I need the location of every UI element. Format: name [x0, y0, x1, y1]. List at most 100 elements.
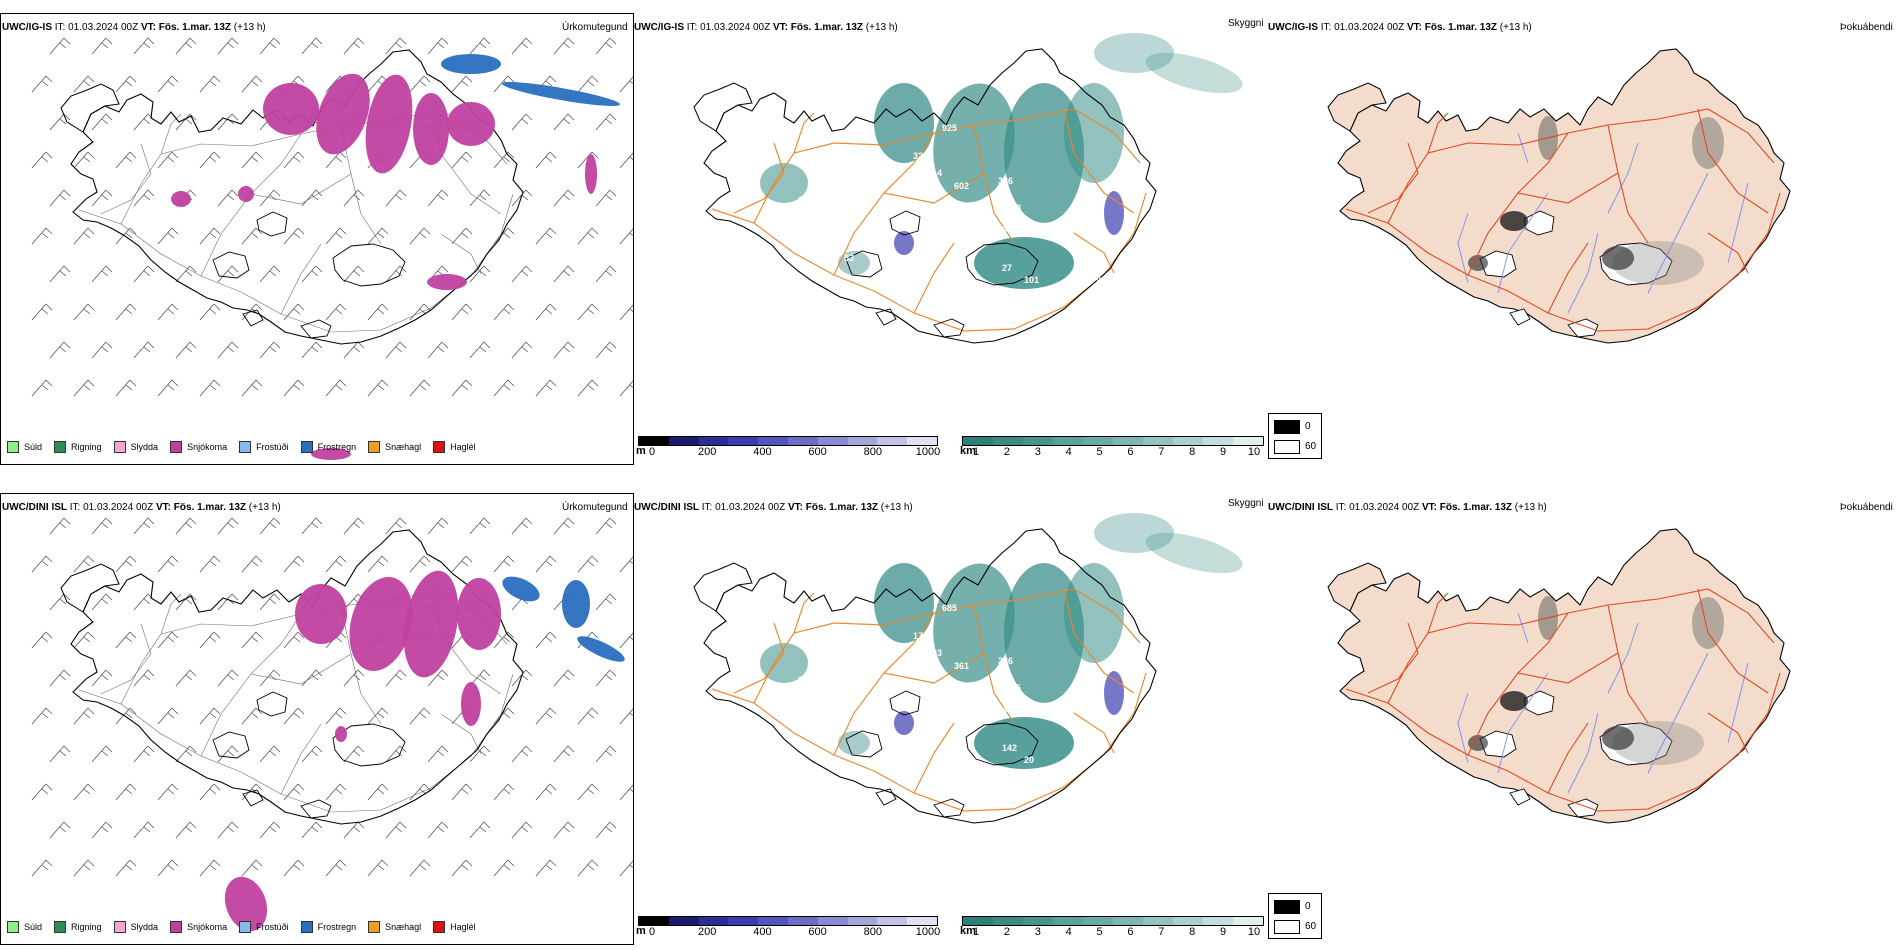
- model-name: UWC/DINI ISL: [2, 502, 67, 513]
- legend-item: Snjókoma: [170, 921, 227, 933]
- iceland-outline: [60, 49, 524, 345]
- model-name: UWC/IG-IS: [1268, 22, 1318, 33]
- vt-value: Fös. 1.mar. 13Z: [805, 502, 879, 513]
- visibility-label: 925: [942, 123, 957, 133]
- legend-swatch: [368, 441, 381, 453]
- visibility-label: 142: [1002, 743, 1017, 753]
- lead-time: (+13 h): [1514, 502, 1547, 513]
- legend-item: Frostregn: [300, 441, 356, 453]
- legend-label: Snjókoma: [187, 922, 228, 932]
- visibility-label: 174: [913, 631, 928, 641]
- colorbar-tick: 400: [753, 446, 772, 458]
- it-label: IT:: [1320, 22, 1332, 33]
- legend-label: Súld: [24, 922, 43, 932]
- visibility-label: 205: [1080, 251, 1095, 261]
- legend-item: Súld: [7, 921, 42, 933]
- it-value: 01.03.2024 00Z: [700, 22, 771, 33]
- colorbar-unit: m: [636, 445, 646, 457]
- legend-swatch: [113, 441, 126, 453]
- colorbar-tick: 3: [1034, 446, 1041, 458]
- vt-value: Fös. 1.mar. 13Z: [1439, 502, 1513, 513]
- colorbar-strip: [962, 436, 1264, 446]
- legend-item: Haglél: [433, 441, 476, 453]
- legend-swatch: [300, 921, 313, 933]
- visibility-labels: 925 321 814 508 602 386 237 238 229 156 109 27 101 20…: [798, 123, 1169, 285]
- visibility-label: 361: [954, 661, 969, 671]
- colorbar-tick: 10: [1247, 446, 1261, 458]
- legend-label: Haglél: [450, 922, 476, 932]
- colorbar-tick: 1: [972, 926, 980, 938]
- legend-swatch: [113, 921, 126, 933]
- visibility-label: 231: [798, 675, 813, 685]
- run-header-row1c: UWC/IG-IS IT: 01.03.2024 00Z VT: Fös. 1.…: [1268, 22, 1532, 33]
- colorbar-unit: km: [960, 445, 976, 457]
- legend-item: Frostregn: [300, 921, 356, 933]
- legend-label: Súld: [24, 442, 43, 452]
- visibility-label: 226: [998, 656, 1013, 666]
- precip-type-panel-row1: Súld Rigning Slydda Snjókoma Frostúði Frostre…: [0, 13, 634, 465]
- visibility-label: 101: [1024, 275, 1039, 285]
- legend-swatch: [54, 441, 67, 453]
- visibility-panel-row1: 925 321 814 508 602 386 237 238 229 156 109 27 101 20…: [634, 13, 1266, 463]
- visibility-label: 602: [954, 181, 969, 191]
- legend-item: Frostúði: [239, 921, 289, 933]
- legend-swatch: [7, 441, 19, 453]
- colorbar-tick: 600: [808, 446, 827, 458]
- legend-swatch: [300, 441, 313, 453]
- vt-label: VT:: [1406, 22, 1422, 33]
- legend-swatch: [170, 921, 183, 933]
- colorbar-tick: 5: [1096, 926, 1103, 938]
- legend-label: Snjókoma: [187, 442, 228, 452]
- colorbar-tick: 3: [1034, 926, 1041, 938]
- visibility-label: 232: [918, 683, 933, 693]
- model-name: UWC/DINI ISL: [1268, 502, 1333, 513]
- legend-label: Snæhagl: [385, 922, 422, 932]
- vt-label: VT:: [155, 502, 171, 513]
- panel-title-fog-row1: Þokuábendi: [1840, 22, 1893, 33]
- iceland-outline: [693, 528, 1157, 824]
- visibility-label: 238: [1006, 203, 1021, 213]
- fog-legend-row1: 0 60: [1268, 413, 1322, 459]
- visibility-label: 814: [927, 168, 942, 178]
- colorbar-tick: 4: [1065, 446, 1072, 458]
- colorbar-tick: 8: [1189, 926, 1196, 938]
- precip-type-panel-row2: Súld Rigning Slydda Snjókoma Frostúði Frostre…: [0, 493, 634, 945]
- visibility-map-row2: 685 174 303 376 361 226 232 195 254 231 53 142 20 155: [693, 513, 1243, 824]
- colorbar-tick: 6: [1127, 446, 1134, 458]
- visibility-label: 232: [1154, 177, 1169, 187]
- colorbar-tick: 10: [1247, 926, 1261, 938]
- legend-label: Haglél: [450, 442, 476, 452]
- it-value: 01.03.2024 00Z: [83, 502, 154, 513]
- precip-map-row1: [31, 37, 633, 460]
- visibility-label: 155: [1080, 731, 1095, 741]
- visibility-label: 53: [914, 727, 924, 737]
- legend-item: Snæhagl: [368, 921, 421, 933]
- vt-value: Fös. 1.mar. 13Z: [173, 502, 247, 513]
- panel-title-precip-row2: Úrkomutegund: [562, 502, 628, 513]
- visibility-labels: 685 174 303 376 361 226 232 195 254 231 53 142 20 155: [798, 603, 1095, 765]
- visibility-label: 237: [918, 203, 933, 213]
- colorbar-tick: 400: [753, 926, 772, 938]
- legend-item: Rigning: [54, 441, 102, 453]
- model-name: UWC/IG-IS: [2, 22, 52, 33]
- colorbar-tick: 800: [863, 446, 882, 458]
- vt-label: VT:: [772, 22, 788, 33]
- road-network: [1345, 108, 1781, 332]
- colorbar-tick: 7: [1158, 926, 1165, 938]
- wind-barbs: [31, 37, 633, 397]
- it-label: IT:: [686, 22, 698, 33]
- legend-item: Snæhagl: [368, 441, 421, 453]
- visibility-label: 229: [992, 225, 1007, 235]
- it-value: 01.03.2024 00Z: [1334, 22, 1405, 33]
- precip-map-row2: [31, 517, 633, 932]
- vt-value: Fös. 1.mar. 13Z: [158, 22, 232, 33]
- cloud-base-colorbar-row1: m 0 200 400 600 800 1000: [636, 436, 940, 460]
- legend-swatch: [368, 921, 381, 933]
- it-label: IT:: [54, 22, 66, 33]
- colorbar-tick: 9: [1220, 926, 1227, 938]
- colorbar-unit: m: [636, 925, 646, 937]
- vt-label: VT:: [140, 22, 156, 33]
- run-header-row1b: UWC/IG-IS IT: 01.03.2024 00Z VT: Fös. 1.…: [634, 22, 898, 33]
- lead-time: (+13 h): [1499, 22, 1532, 33]
- panel-title-visibility-row1: Skyggni: [1228, 18, 1264, 29]
